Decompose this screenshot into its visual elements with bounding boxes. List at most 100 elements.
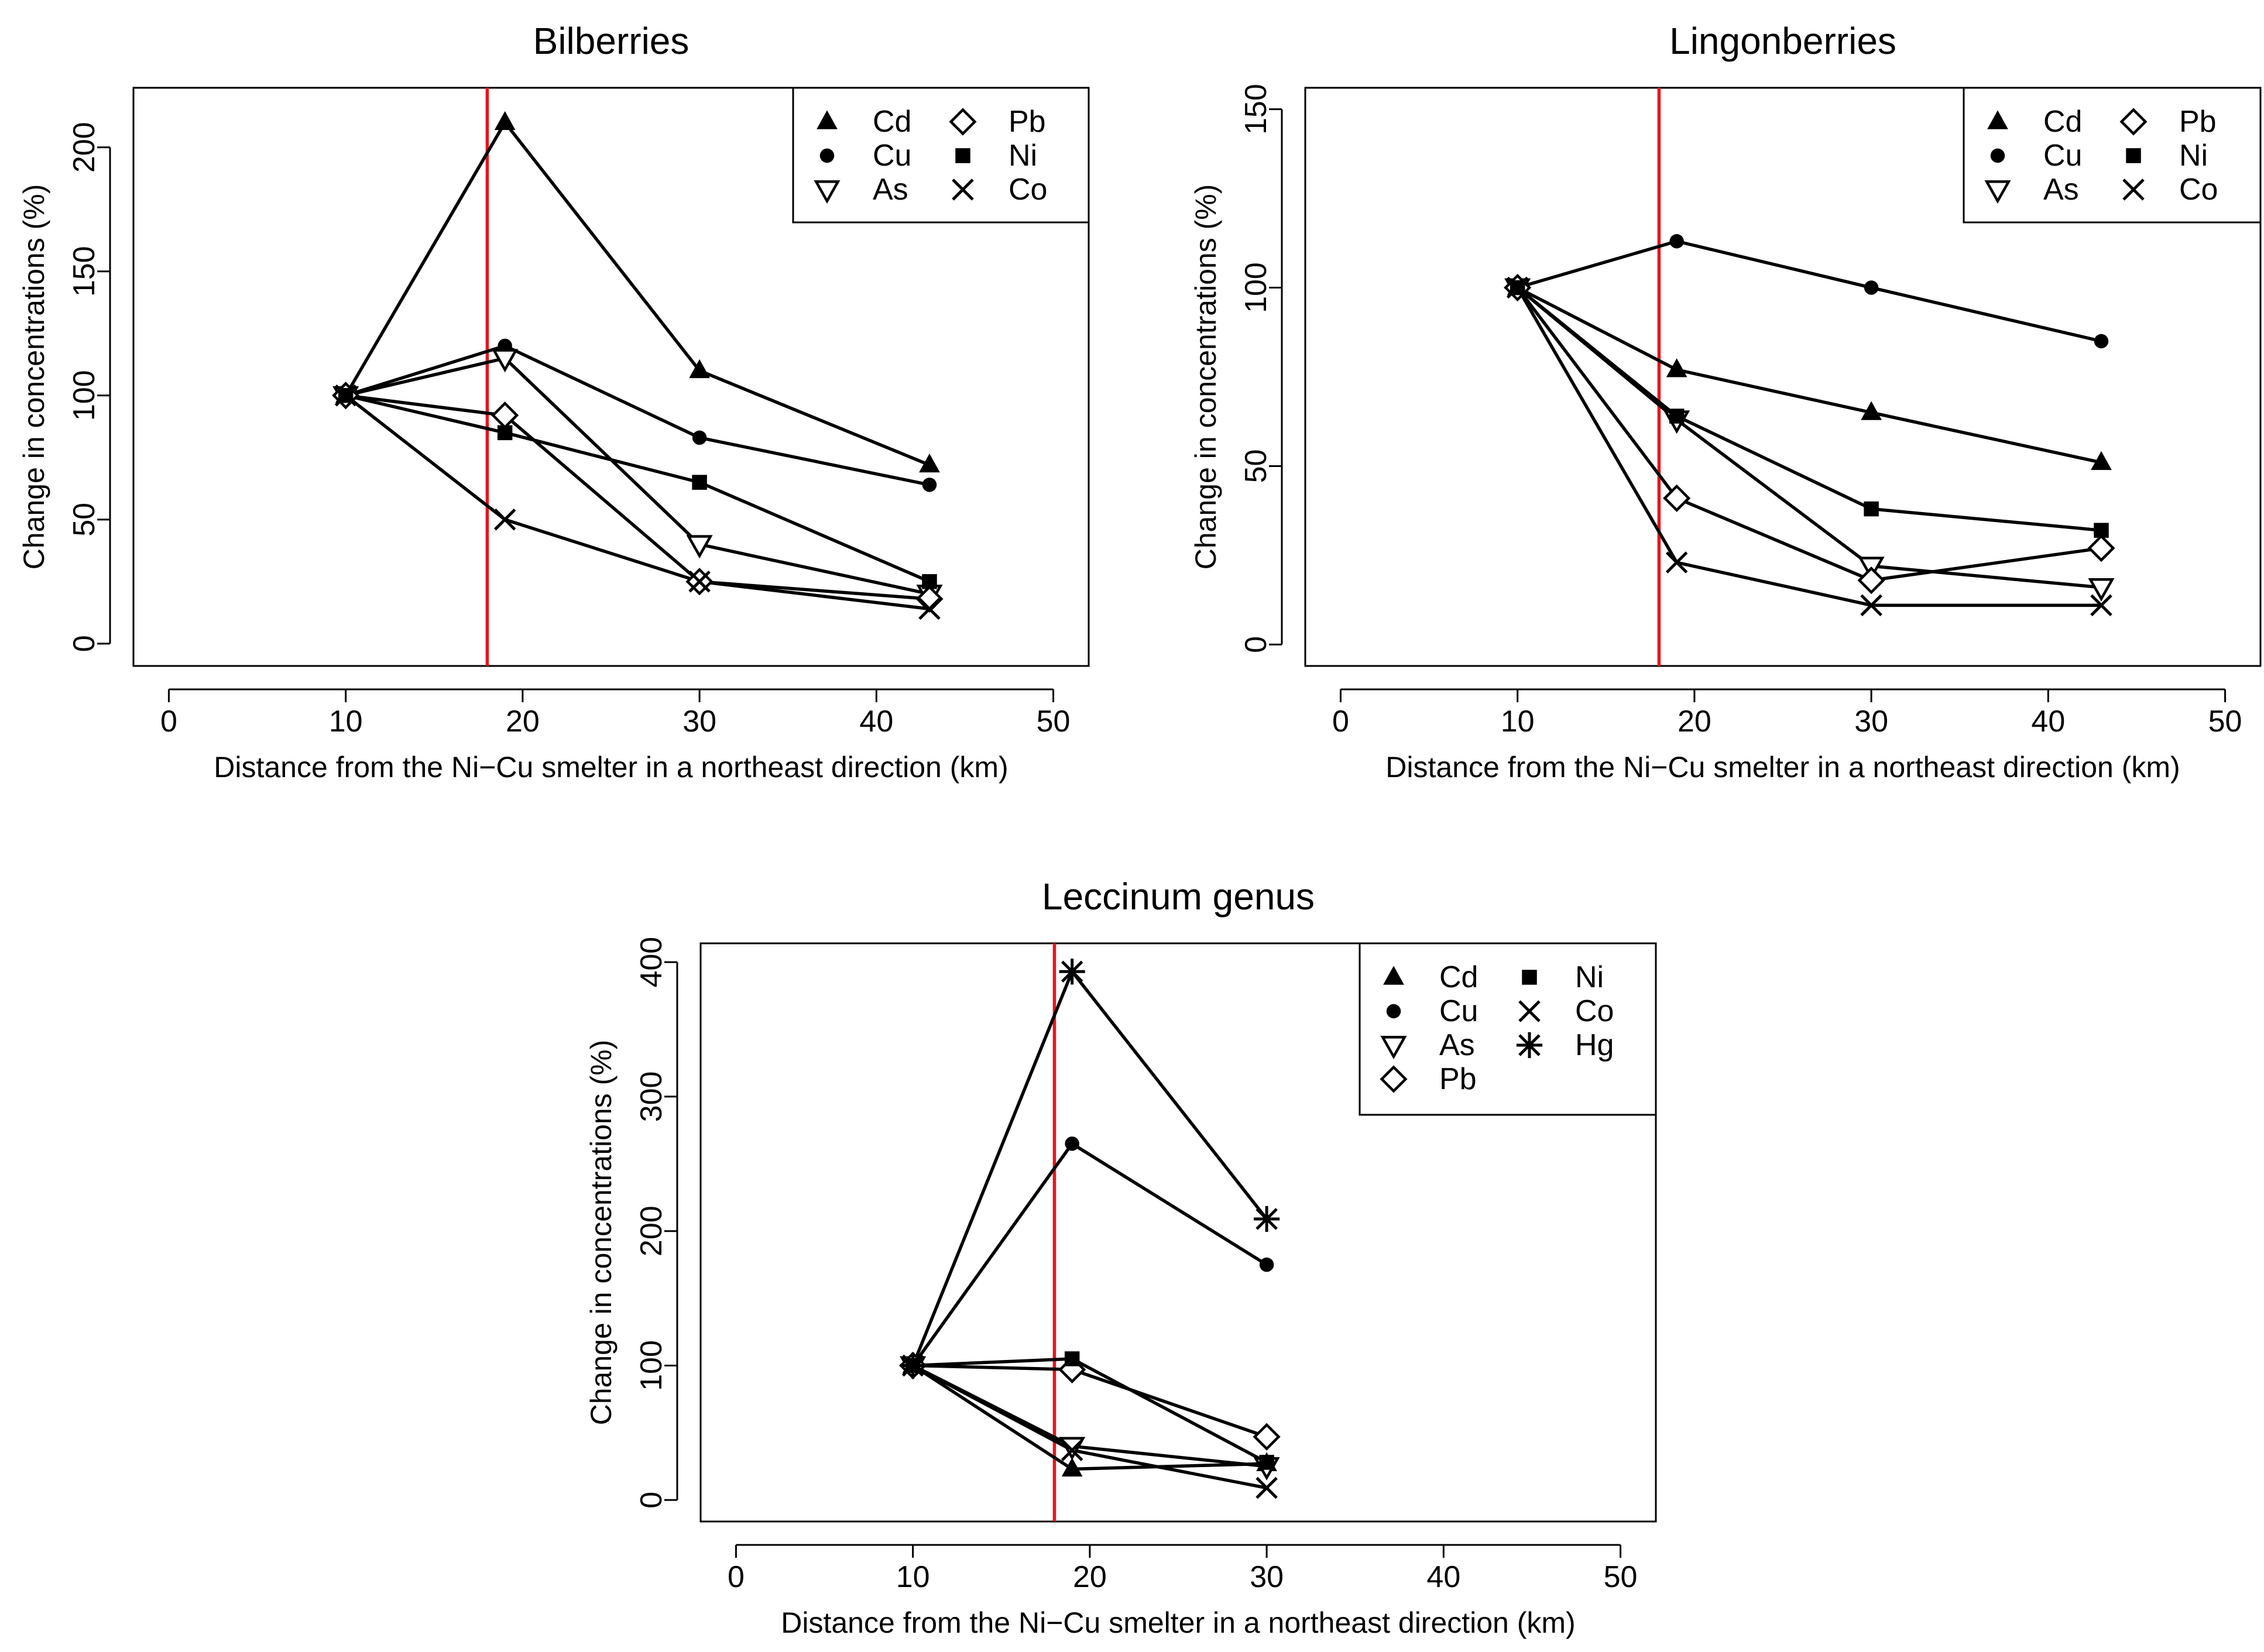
legend-label-pb: Pb (1439, 1062, 1477, 1096)
data-point-co (1506, 276, 1529, 299)
data-point-ni (1669, 408, 1685, 424)
legend-marker-cu-shape (819, 148, 835, 163)
data-point-co-shape (334, 384, 357, 407)
legend-marker-co (952, 178, 974, 201)
x-tick-label: 50 (1604, 1560, 1638, 1594)
data-point-as-shape (492, 349, 519, 373)
data-point-cu (1065, 1136, 1079, 1151)
series-line-ni (345, 394, 931, 583)
data-point-cd-shape (2091, 451, 2112, 470)
data-point-ni (1864, 501, 1879, 517)
legend-label-ni: Ni (1008, 139, 1037, 173)
legend-marker-cu-shape (1990, 148, 2005, 163)
data-point-co-shape (688, 571, 711, 593)
legend-label-hg: Hg (1575, 1028, 1614, 1062)
data-point-co-shape (918, 597, 941, 620)
x-tick-label: 30 (1854, 705, 1888, 739)
legend-marker-cd-shape (1987, 110, 2008, 129)
y-tick-label: 400 (634, 937, 668, 988)
data-point-cd (494, 111, 516, 130)
x-axis-label: Distance from the Ni−Cu smelter in a nor… (1385, 751, 2180, 784)
series-line-cd (344, 121, 931, 467)
data-point-cu-shape (2094, 334, 2109, 349)
data-point-ni-shape (1064, 1351, 1080, 1366)
legend-marker-cd (817, 110, 838, 129)
legend-box (1359, 942, 1657, 1116)
data-point-as-shape (2088, 578, 2115, 602)
x-tick-label: 20 (1073, 1560, 1107, 1594)
y-tick-label: 300 (634, 1071, 668, 1122)
legend-marker-as (814, 180, 841, 204)
legend-box (1963, 87, 2262, 224)
data-point-cd (1861, 401, 1882, 420)
legend-marker-pb (2119, 108, 2148, 136)
legend-marker-ni-shape (955, 148, 970, 163)
data-point-cu-shape (922, 478, 937, 492)
data-point-co-shape (2090, 594, 2112, 617)
x-tick-label: 20 (1678, 705, 1711, 739)
data-point-cd (2091, 451, 2112, 470)
legend-marker-co-shape (1518, 1000, 1541, 1022)
legend-label-as: As (1439, 1028, 1475, 1062)
x-tick-label: 10 (329, 705, 363, 739)
data-point-hg (900, 1352, 926, 1379)
data-point-cd (919, 453, 940, 473)
data-point-ni (2094, 523, 2109, 538)
y-tick-label: 100 (67, 370, 101, 421)
data-point-co (1860, 594, 1882, 617)
legend-label-pb: Pb (2179, 105, 2217, 139)
data-point-ni-shape (692, 475, 707, 490)
legend-marker-cu-shape (1386, 1004, 1401, 1019)
legend-marker-cd-shape (1383, 966, 1404, 985)
x-tick-label: 30 (1250, 1560, 1284, 1594)
legend-marker-co (2122, 178, 2145, 201)
data-point-cu-shape (1065, 1136, 1079, 1151)
legend-label-ni: Ni (1575, 960, 1604, 994)
data-point-hg (1059, 959, 1085, 985)
y-tick-label: 200 (634, 1205, 668, 1256)
data-point-ni-shape (1669, 408, 1685, 424)
series-line-co (344, 394, 930, 611)
data-point-co-shape (493, 509, 516, 531)
data-point-pb (1663, 484, 1691, 512)
data-point-cd-shape (1666, 358, 1687, 377)
legend-marker-as (1380, 1036, 1407, 1060)
data-point-co-shape (1860, 594, 1882, 617)
series-line-cu (345, 344, 930, 487)
data-point-cu (1864, 280, 1879, 295)
legend-marker-ni-shape (2126, 148, 2141, 163)
series-line-co (1516, 287, 2101, 607)
series-line-as (345, 356, 930, 596)
data-point-co (1061, 1439, 1083, 1461)
legend-marker-pb (1380, 1065, 1408, 1093)
y-tick-label: 100 (1239, 262, 1273, 313)
data-point-co-shape (1256, 1476, 1278, 1499)
data-point-co (918, 597, 941, 620)
data-point-ni (922, 574, 937, 589)
legend-label-as: As (2043, 173, 2079, 207)
y-tick-label: 150 (67, 246, 101, 297)
legend-marker-co-shape (2122, 178, 2145, 201)
legend-marker-hg (1516, 1032, 1543, 1059)
y-tick-label: 100 (634, 1340, 668, 1391)
legend-label-pb: Pb (1008, 105, 1046, 139)
data-point-cd (1061, 1457, 1083, 1477)
x-tick-label: 40 (859, 705, 893, 739)
x-tick-label: 50 (2208, 705, 2242, 739)
data-point-pb (1253, 1423, 1281, 1451)
legend-label-co: Co (1008, 173, 1047, 207)
series-line-hg (911, 970, 1268, 1366)
legend-label-cu: Cu (873, 139, 911, 173)
x-tick-label: 30 (682, 705, 716, 739)
y-tick-label: 150 (1239, 84, 1273, 135)
legend-label-ni: Ni (2179, 139, 2208, 173)
y-axis-label: Change in concentrations (%) (585, 1040, 618, 1426)
legend-marker-cu (1990, 148, 2005, 163)
legend-marker-pb-shape (1380, 1065, 1408, 1093)
data-point-co-shape (1506, 276, 1529, 299)
data-point-co (1256, 1476, 1278, 1499)
chart-panel-3: Leccinum genus 0 10 20 30 40 50 Distance from t… (585, 875, 1657, 1639)
data-point-ni (1064, 1351, 1080, 1366)
data-point-hg-shape (1059, 959, 1085, 985)
